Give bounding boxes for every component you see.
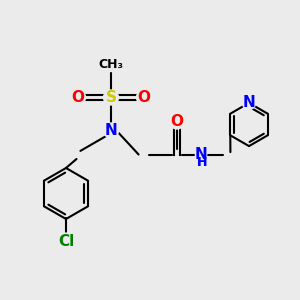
Circle shape [196,158,207,168]
Text: H: H [196,156,207,170]
Circle shape [136,90,152,105]
Bar [196,148,206,161]
Text: S: S [106,90,116,105]
Text: N: N [243,95,255,110]
Text: O: O [137,90,151,105]
Text: O: O [71,90,85,105]
Text: CH₃: CH₃ [98,58,124,71]
Circle shape [242,96,256,110]
Text: N: N [105,123,117,138]
Circle shape [58,233,74,250]
Circle shape [70,90,86,105]
Text: O: O [170,114,184,129]
Circle shape [169,114,184,129]
Text: N: N [195,147,207,162]
Text: Cl: Cl [58,234,74,249]
Bar [100,58,122,71]
Circle shape [103,123,118,138]
Circle shape [103,90,118,105]
Text: H: H [196,156,207,170]
